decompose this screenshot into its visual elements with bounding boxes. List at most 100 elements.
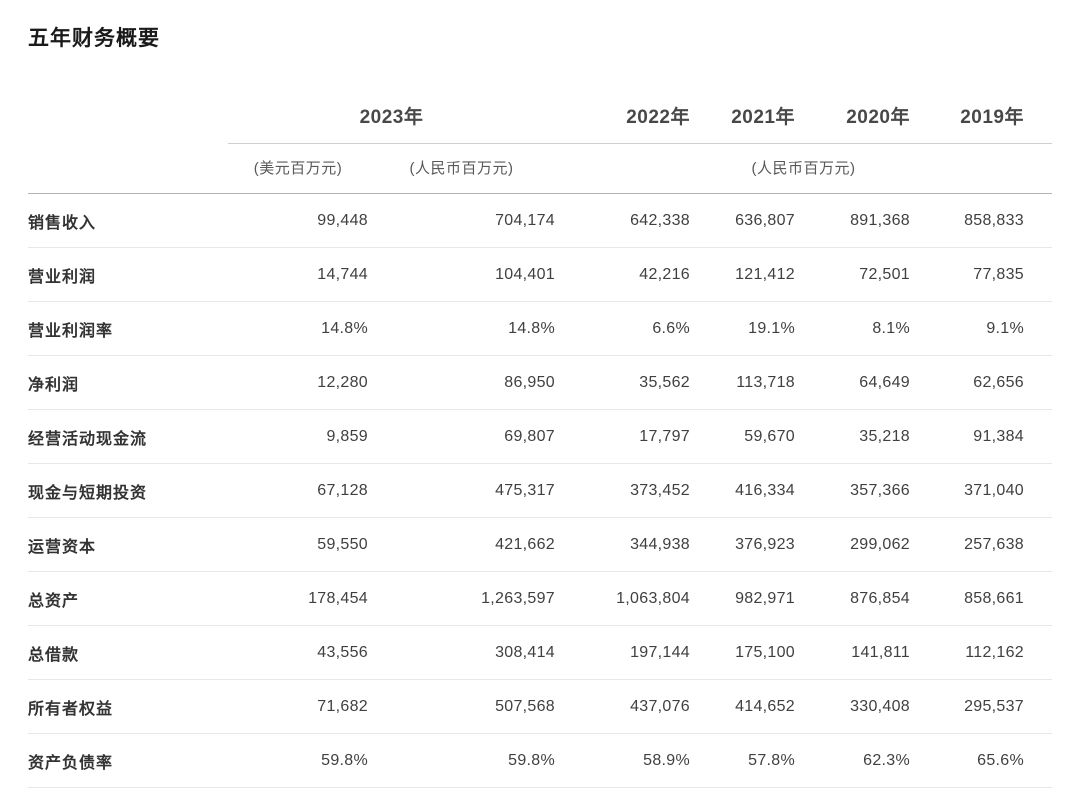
- row-label: 所有者权益: [28, 679, 228, 734]
- cell-value: 14.8%: [228, 301, 368, 356]
- cell-value: 59.8%: [228, 733, 368, 788]
- table-row: 总资产 178,454 1,263,597 1,063,804 982,971 876,8…: [28, 571, 1052, 626]
- cell-value: 59,670: [690, 409, 795, 464]
- cell-value: 982,971: [690, 571, 795, 626]
- cell-value: 891,368: [795, 193, 910, 248]
- cell-value: 14.8%: [368, 301, 555, 356]
- cell-value: 344,938: [555, 517, 690, 572]
- cell-value: 295,537: [910, 679, 1052, 734]
- cell-value: 197,144: [555, 625, 690, 680]
- cell-value: 299,062: [795, 517, 910, 572]
- table-row: 运营资本 59,550 421,662 344,938 376,923 299,062 25…: [28, 517, 1052, 572]
- cell-value: 416,334: [690, 463, 795, 518]
- cell-value: 112,162: [910, 625, 1052, 680]
- table-row: 现金与短期投资 67,128 475,317 373,452 416,334 357,36…: [28, 463, 1052, 518]
- cell-value: 121,412: [690, 247, 795, 302]
- cell-value: 704,174: [368, 193, 555, 248]
- cell-value: 373,452: [555, 463, 690, 518]
- table-row: 营业利润率 14.8% 14.8% 6.6% 19.1% 8.1% 9.1%: [28, 301, 1052, 356]
- row-label: 现金与短期投资: [28, 463, 228, 518]
- unit-header-row: (美元百万元) (人民币百万元) (人民币百万元): [28, 143, 1052, 194]
- row-label: 销售收入: [28, 193, 228, 248]
- year-header-2020: 2020年: [795, 102, 910, 144]
- cell-value: 636,807: [690, 193, 795, 248]
- cell-value: 77,835: [910, 247, 1052, 302]
- cell-value: 9,859: [228, 409, 368, 464]
- cell-value: 19.1%: [690, 301, 795, 356]
- five-year-financial-table: 2023年 2022年 2021年 2020年 2019年 (美元百万元) (人…: [28, 102, 1052, 788]
- cell-value: 57.8%: [690, 733, 795, 788]
- cell-value: 99,448: [228, 193, 368, 248]
- cell-value: 69,807: [368, 409, 555, 464]
- row-label: 营业利润: [28, 247, 228, 302]
- cell-value: 257,638: [910, 517, 1052, 572]
- cell-value: 14,744: [228, 247, 368, 302]
- cell-value: 17,797: [555, 409, 690, 464]
- cell-value: 475,317: [368, 463, 555, 518]
- cell-value: 175,100: [690, 625, 795, 680]
- cell-value: 104,401: [368, 247, 555, 302]
- row-label: 总资产: [28, 571, 228, 626]
- cell-value: 62,656: [910, 355, 1052, 410]
- unit-usd-millions: (美元百万元): [228, 143, 368, 194]
- cell-value: 330,408: [795, 679, 910, 734]
- unit-rmb-millions-group: (人民币百万元): [555, 143, 1052, 194]
- row-label: 营业利润率: [28, 301, 228, 356]
- cell-value: 858,833: [910, 193, 1052, 248]
- year-header-2021: 2021年: [690, 102, 795, 144]
- table-row: 所有者权益 71,682 507,568 437,076 414,652 330,408 2…: [28, 679, 1052, 734]
- cell-value: 437,076: [555, 679, 690, 734]
- cell-value: 59,550: [228, 517, 368, 572]
- cell-value: 72,501: [795, 247, 910, 302]
- cell-value: 58.9%: [555, 733, 690, 788]
- cell-value: 71,682: [228, 679, 368, 734]
- cell-value: 371,040: [910, 463, 1052, 518]
- unit-spacer: [28, 143, 228, 194]
- cell-value: 421,662: [368, 517, 555, 572]
- cell-value: 65.6%: [910, 733, 1052, 788]
- row-label: 净利润: [28, 355, 228, 410]
- cell-value: 178,454: [228, 571, 368, 626]
- table-row: 净利润 12,280 86,950 35,562 113,718 64,649 62,656: [28, 355, 1052, 410]
- cell-value: 12,280: [228, 355, 368, 410]
- header-spacer: [28, 102, 228, 144]
- table-row: 经营活动现金流 9,859 69,807 17,797 59,670 35,218 91,3…: [28, 409, 1052, 464]
- row-label: 经营活动现金流: [28, 409, 228, 464]
- year-header-row: 2023年 2022年 2021年 2020年 2019年: [28, 102, 1052, 144]
- cell-value: 62.3%: [795, 733, 910, 788]
- table-body: 销售收入 99,448 704,174 642,338 636,807 891,368 85…: [28, 193, 1052, 788]
- cell-value: 86,950: [368, 355, 555, 410]
- cell-value: 9.1%: [910, 301, 1052, 356]
- cell-value: 507,568: [368, 679, 555, 734]
- cell-value: 35,562: [555, 355, 690, 410]
- cell-value: 42,216: [555, 247, 690, 302]
- row-label: 运营资本: [28, 517, 228, 572]
- year-header-2022: 2022年: [555, 102, 690, 144]
- cell-value: 8.1%: [795, 301, 910, 356]
- cell-value: 1,263,597: [368, 571, 555, 626]
- cell-value: 414,652: [690, 679, 795, 734]
- cell-value: 64,649: [795, 355, 910, 410]
- cell-value: 59.8%: [368, 733, 555, 788]
- cell-value: 6.6%: [555, 301, 690, 356]
- cell-value: 43,556: [228, 625, 368, 680]
- cell-value: 113,718: [690, 355, 795, 410]
- table-row: 资产负债率 59.8% 59.8% 58.9% 57.8% 62.3% 65.6%: [28, 733, 1052, 788]
- cell-value: 308,414: [368, 625, 555, 680]
- cell-value: 1,063,804: [555, 571, 690, 626]
- table-row: 销售收入 99,448 704,174 642,338 636,807 891,368 85…: [28, 193, 1052, 248]
- year-header-2023: 2023年: [228, 102, 555, 144]
- row-label: 总借款: [28, 625, 228, 680]
- table-row: 总借款 43,556 308,414 197,144 175,100 141,811 112…: [28, 625, 1052, 680]
- table-row: 营业利润 14,744 104,401 42,216 121,412 72,501 77,8…: [28, 247, 1052, 302]
- cell-value: 642,338: [555, 193, 690, 248]
- unit-rmb-millions-2023: (人民币百万元): [368, 143, 555, 194]
- cell-value: 357,366: [795, 463, 910, 518]
- cell-value: 35,218: [795, 409, 910, 464]
- table-header: 2023年 2022年 2021年 2020年 2019年 (美元百万元) (人…: [28, 102, 1052, 194]
- cell-value: 876,854: [795, 571, 910, 626]
- year-header-2019: 2019年: [910, 102, 1052, 144]
- page-title: 五年财务概要: [28, 27, 160, 50]
- cell-value: 141,811: [795, 625, 910, 680]
